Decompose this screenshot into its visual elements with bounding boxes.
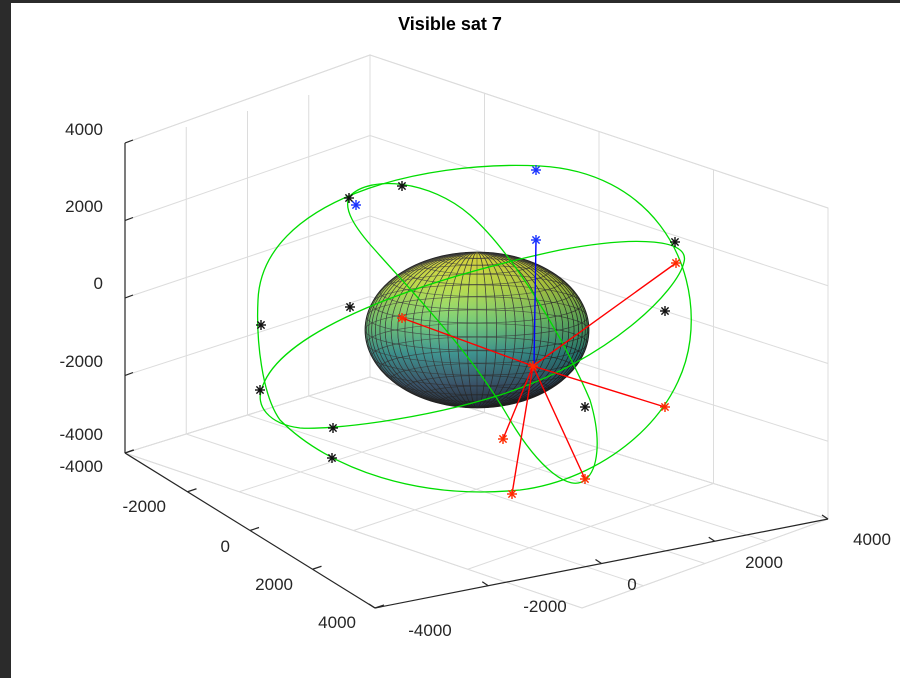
receiver-marker: [528, 361, 538, 371]
gridline: [308, 395, 767, 542]
satellite-marker: [660, 306, 670, 316]
x-tick-label: -2000: [523, 597, 566, 616]
chart-title: Visible sat 7: [398, 14, 502, 34]
z-tick-label: 4000: [65, 120, 103, 139]
y-tick-label: -2000: [123, 497, 166, 516]
x-tick: [708, 536, 716, 542]
gridline: [124, 54, 371, 144]
x-tick: [481, 581, 489, 587]
z-tick-label: 0: [94, 274, 103, 293]
orbit-2: [259, 240, 686, 429]
z-tick: [124, 139, 134, 144]
gridline: [369, 54, 829, 209]
x-tick-label: 0: [627, 575, 636, 594]
satellite-marker: [580, 402, 590, 412]
line-of-sight-lines: [401, 262, 677, 495]
visible-satellite-marker: [671, 258, 681, 268]
gridline: [581, 518, 829, 609]
visible-satellite-marker: [397, 313, 407, 323]
gridline: [467, 483, 714, 570]
satellite-marker: [327, 453, 337, 463]
x-tick-labels: -4000 -2000 0 2000 4000: [408, 530, 891, 640]
visible-satellite-marker: [507, 489, 517, 499]
satellite-marker: [345, 302, 355, 312]
tick-marks: [124, 139, 829, 609]
y-tick-label: 2000: [255, 575, 293, 594]
los-line: [502, 365, 534, 440]
gridline: [369, 135, 829, 287]
visible-satellite-marker: [498, 434, 508, 444]
satellite-marker: [256, 320, 266, 330]
zenith-marker: [531, 235, 541, 245]
y-tick: [374, 604, 385, 609]
y-tick-label: 0: [221, 537, 230, 556]
z-tick-label: -2000: [60, 352, 103, 371]
los-line: [532, 262, 677, 367]
z-tick-label: -4000: [60, 425, 103, 444]
z-tick: [124, 371, 134, 377]
gridline: [247, 414, 706, 564]
y-tick: [187, 488, 197, 493]
y-tick-labels: -4000 -2000 0 2000 4000: [60, 457, 356, 632]
window-frame-left: [0, 0, 11, 678]
x-tick: [368, 603, 376, 609]
y-tick-label: 4000: [318, 613, 356, 632]
y-tick: [249, 526, 260, 532]
satellite-marker: [397, 181, 407, 191]
y-tick: [312, 565, 322, 570]
visible-satellite-marker: [660, 402, 670, 412]
blue-marker: [531, 165, 541, 175]
z-tick-labels: 4000 2000 0 -2000 -4000: [60, 120, 103, 444]
los-line: [511, 365, 534, 495]
gridline: [124, 135, 371, 221]
satellite-marker: [328, 423, 338, 433]
satellite-marker: [255, 385, 265, 395]
satellite-markers: [255, 165, 681, 499]
z-tick-label: 2000: [65, 197, 103, 216]
y-tick-label: -4000: [60, 457, 103, 476]
blue-marker: [351, 200, 361, 210]
orbit-1: [257, 164, 692, 493]
x-tick: [821, 514, 829, 520]
los-line: [401, 317, 534, 367]
x-tick-label: 2000: [745, 553, 783, 572]
z-tick: [124, 216, 134, 222]
los-line: [532, 365, 586, 480]
window-frame-top: [0, 0, 900, 3]
satellite-marker: [670, 237, 680, 247]
visible-satellite-marker: [580, 474, 590, 484]
x-tick-label: 4000: [853, 530, 891, 549]
los-line: [532, 365, 666, 408]
x-tick: [595, 559, 602, 564]
x-tick-label: -4000: [408, 621, 451, 640]
z-tick: [124, 294, 134, 299]
y-tick: [124, 449, 135, 454]
zenith-line: [533, 239, 537, 367]
satellite-marker: [344, 193, 354, 203]
